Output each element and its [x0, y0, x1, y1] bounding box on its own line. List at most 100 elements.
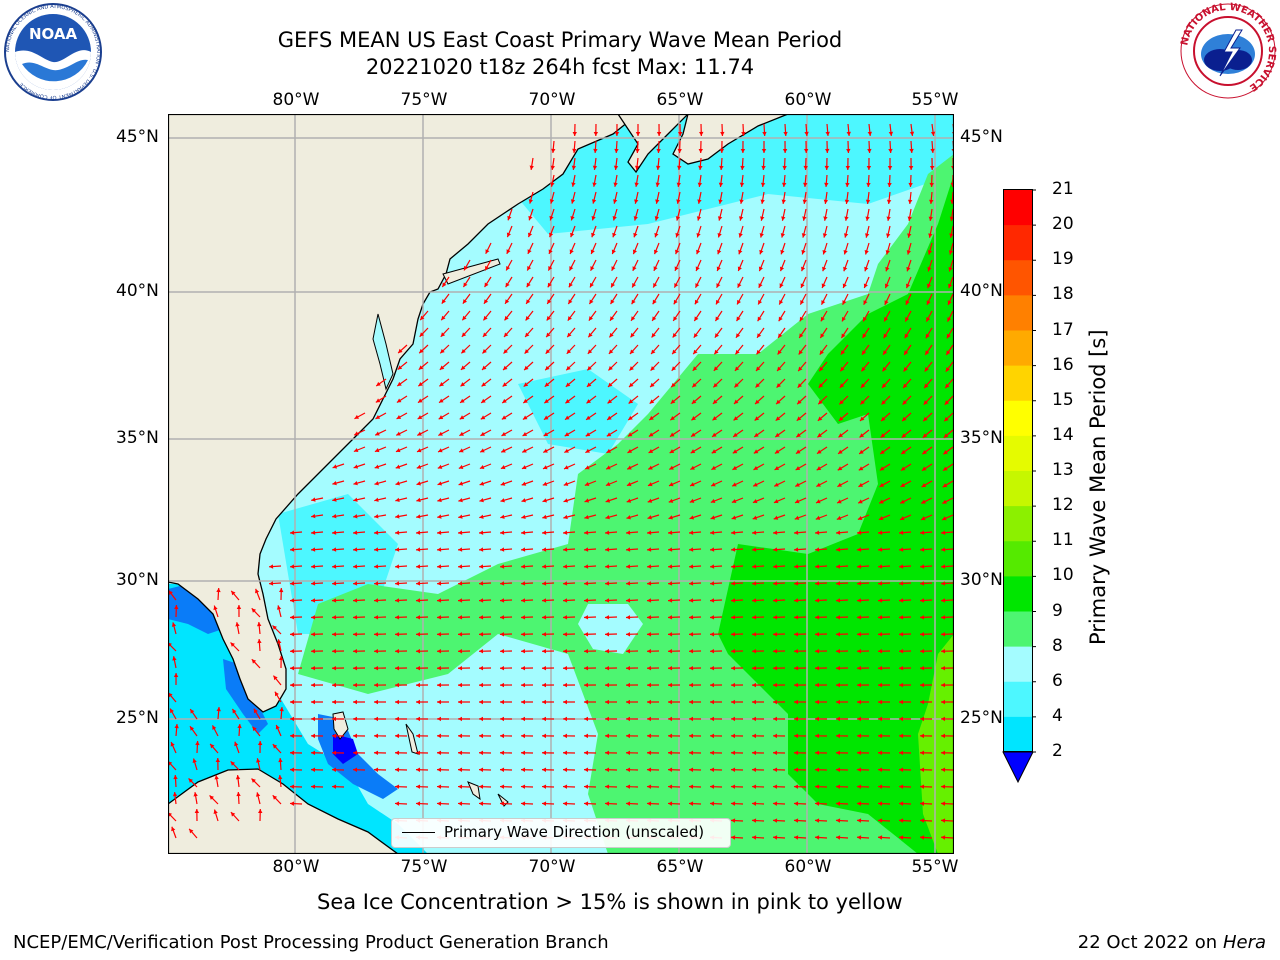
wave-direction-arrowhead	[803, 165, 808, 170]
wave-direction-arrowhead	[671, 366, 677, 371]
wave-direction-arrowhead	[374, 665, 379, 671]
wave-direction-arrowhead	[710, 564, 715, 569]
wave-direction-arrowhead	[692, 382, 697, 388]
wave-direction-arrowhead	[563, 716, 568, 722]
wave-direction-arrowhead	[374, 632, 379, 637]
wave-direction-arrowhead	[563, 581, 568, 586]
wave-direction-arrowhead	[818, 383, 824, 388]
wave-direction-arrowhead	[290, 649, 295, 654]
wave-direction-arrowhead	[648, 449, 654, 453]
wave-direction-arrowhead	[734, 366, 740, 371]
wave-direction-arrowhead	[794, 598, 799, 603]
colorbar-band	[1004, 506, 1032, 542]
lat-label-right: 40°N	[960, 281, 1003, 301]
wave-direction-arrowhead	[863, 300, 868, 305]
wave-direction-arrowhead	[815, 530, 820, 535]
wave-direction-arrowhead	[626, 530, 631, 535]
wave-direction-arrowhead	[479, 564, 484, 569]
nws-logo: NATIONAL WEATHER SERVICE	[1179, 2, 1277, 99]
wave-direction-arrowhead	[353, 598, 358, 603]
wave-direction-arrowhead	[523, 382, 529, 387]
wave-direction-arrowhead	[944, 400, 950, 405]
wave-direction-arrowhead	[737, 283, 742, 288]
wave-direction-arrowhead	[781, 199, 786, 204]
wave-direction-arrowhead	[677, 148, 682, 153]
wave-direction-arrowhead	[882, 366, 887, 372]
wave-direction-arrowhead	[941, 784, 946, 789]
wave-direction-arrowhead	[374, 649, 379, 654]
wave-direction-arrowhead	[656, 148, 661, 153]
wave-direction-arrowhead	[605, 581, 610, 586]
wave-direction-arrowhead	[628, 415, 633, 420]
wave-direction-arrowhead	[647, 784, 652, 789]
wave-direction-arrowhead	[353, 481, 358, 486]
wave-direction-arrowhead	[652, 299, 657, 305]
wave-direction-arrowhead	[817, 449, 822, 454]
wave-direction-arrowhead	[783, 131, 788, 136]
wave-direction-arrowhead	[521, 716, 526, 722]
wave-direction-arrowhead	[395, 497, 400, 502]
wave-direction-arrowhead	[676, 182, 681, 187]
wave-direction-arrowhead	[500, 498, 505, 503]
wave-direction-arrowhead	[733, 432, 738, 437]
wave-direction-arrowhead	[416, 481, 422, 486]
wave-direction-arrowhead	[416, 598, 421, 603]
wave-direction-arrowhead	[605, 564, 610, 569]
wave-direction-arrowhead	[823, 199, 829, 204]
wave-direction-arrowhead	[353, 682, 358, 688]
map-legend: Primary Wave Direction (unscaled)	[391, 818, 731, 848]
wave-direction-arrowhead	[626, 733, 631, 739]
wave-direction-arrowhead	[672, 333, 677, 338]
wave-direction-arrowhead	[634, 199, 639, 204]
lon-label-top: 70°W	[528, 90, 576, 110]
wave-direction-arrowhead	[500, 665, 505, 671]
wave-direction-arrowhead	[857, 682, 862, 688]
wave-direction-arrowhead	[878, 530, 883, 535]
wave-direction-arrowhead	[353, 632, 358, 637]
lon-label-top: 65°W	[656, 90, 704, 110]
wave-direction-arrowhead	[463, 282, 468, 288]
wave-direction-arrowhead	[437, 564, 442, 569]
wave-direction-arrowhead	[840, 350, 846, 355]
wave-direction-arrowhead	[290, 547, 295, 552]
period-11-12-region	[918, 634, 954, 854]
wave-direction-arrowhead	[626, 665, 631, 671]
wave-direction-arrowhead	[290, 682, 295, 688]
colorbar	[1002, 189, 1036, 784]
wave-direction-arrowhead	[752, 835, 757, 840]
wave-direction-arrowhead	[815, 547, 820, 552]
wave-direction-arrowhead	[736, 316, 741, 322]
wave-direction-arrowhead	[500, 784, 505, 789]
wave-direction-arrowhead	[880, 449, 885, 454]
colorbar-tick-label: 8	[1052, 635, 1063, 656]
wave-direction-arrowhead	[584, 598, 589, 603]
wave-direction-arrowhead	[542, 564, 547, 569]
wave-direction-arrowhead	[500, 801, 505, 806]
wave-direction-arrowhead	[899, 733, 904, 739]
wave-direction-arrowhead	[332, 649, 337, 654]
wave-direction-arrowhead	[416, 784, 421, 789]
wave-direction-arrowhead	[332, 464, 338, 469]
wave-direction-arrowhead	[794, 835, 799, 840]
wave-direction-arrowhead	[395, 716, 400, 722]
wave-direction-arrowhead	[836, 784, 841, 789]
wave-direction-arrowhead	[395, 448, 401, 453]
wave-direction-arrowhead	[838, 416, 844, 421]
wave-period-map	[168, 114, 954, 854]
wave-direction-arrowhead	[550, 165, 555, 170]
lon-label-top: 80°W	[272, 90, 320, 110]
wave-direction-arrowhead	[899, 530, 904, 535]
wave-direction-arrowhead	[395, 784, 400, 789]
wave-direction-arrowhead	[883, 333, 888, 339]
colorbar-band	[1004, 541, 1032, 577]
legend-line-sample	[402, 832, 435, 833]
wave-direction-arrowhead	[689, 515, 695, 520]
wave-direction-arrowhead	[278, 758, 283, 763]
wave-direction-arrowhead	[668, 581, 673, 586]
wave-direction-arrowhead	[773, 784, 778, 789]
wave-direction-arrowhead	[815, 835, 820, 840]
wave-direction-arrowhead	[794, 716, 799, 722]
wave-direction-arrowhead	[865, 216, 870, 221]
wave-direction-arrowhead	[815, 767, 820, 772]
wave-direction-arrowhead	[527, 232, 533, 238]
